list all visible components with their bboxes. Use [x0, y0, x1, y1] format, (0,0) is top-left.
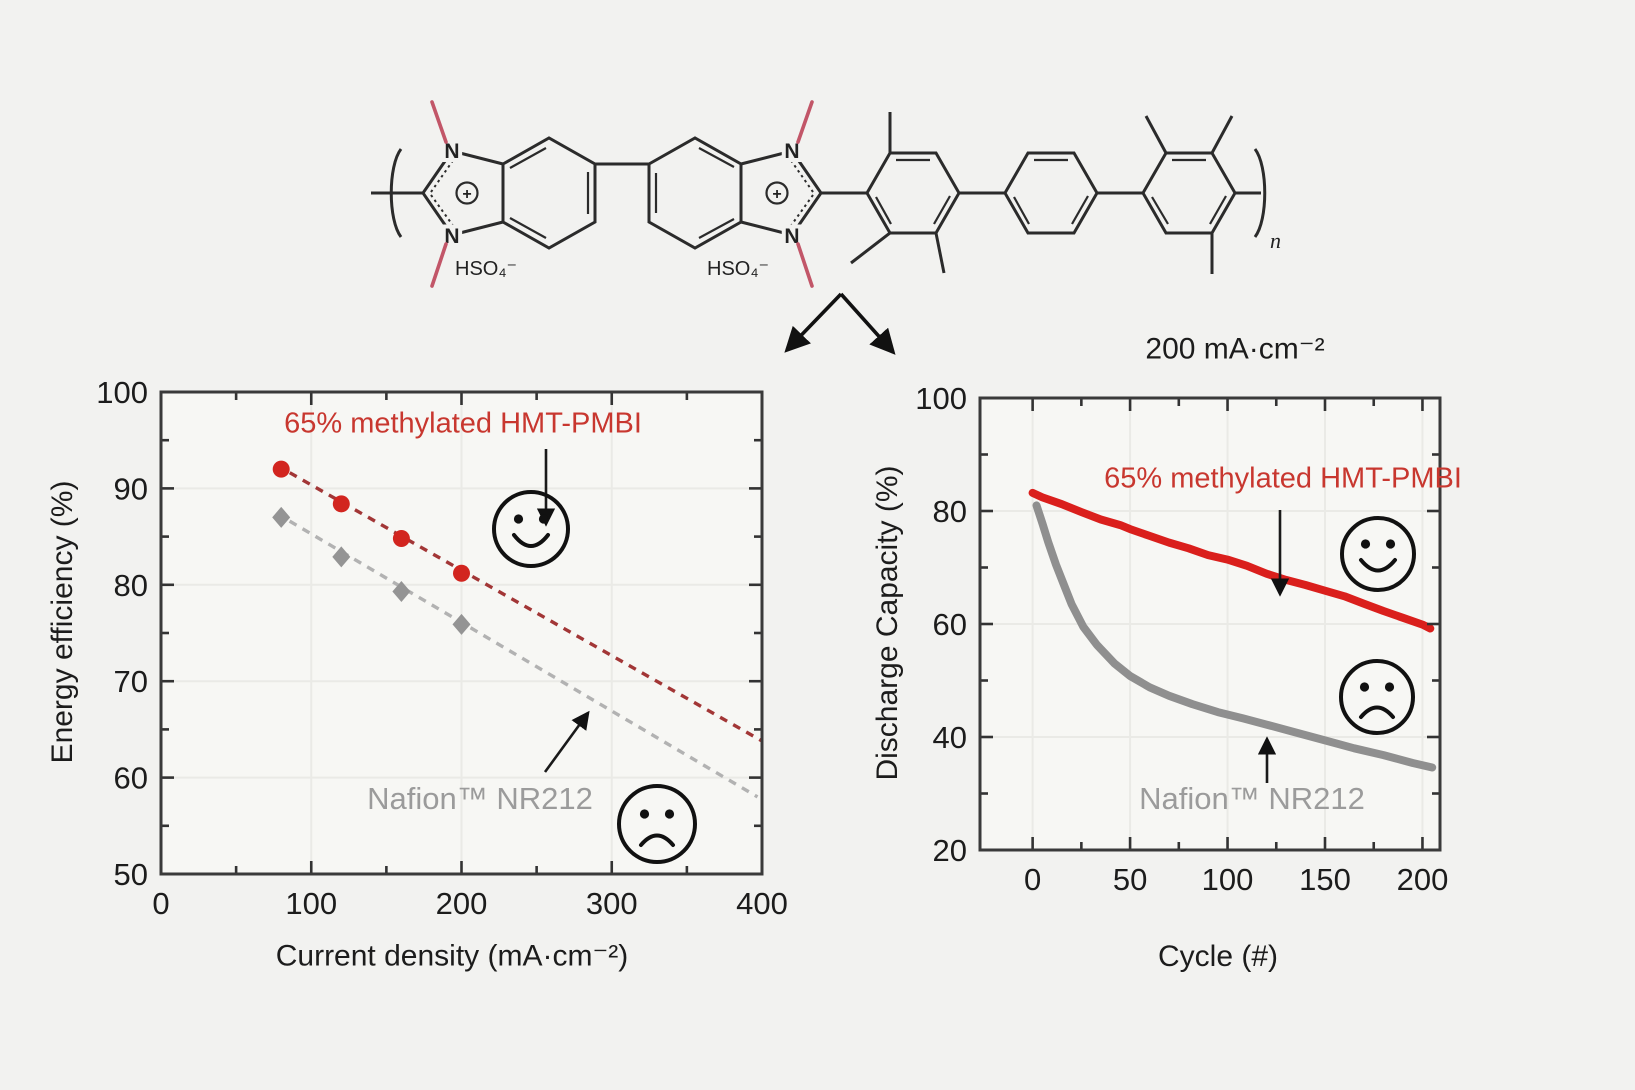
trend-line	[275, 463, 763, 743]
sad-face-icon	[617, 784, 697, 864]
methyl-bond	[934, 232, 946, 274]
counterion-label: HSO₄⁻	[455, 258, 517, 280]
y-tick-label: 50	[114, 857, 148, 892]
x-tick-label: 100	[285, 886, 337, 921]
right-chart-plot: 0 50 100 150 200 20 40 60 80 100	[915, 381, 1448, 897]
arrow-right-icon	[839, 292, 896, 355]
data-point	[272, 506, 291, 528]
polymer-structure: + N N HSO₄⁻ + N N HSO₄⁻	[371, 100, 1281, 288]
left-y-axis-title: Energy efficiency (%)	[46, 480, 79, 764]
data-point	[452, 613, 471, 635]
charge-plus: +	[462, 186, 471, 203]
data-point	[332, 546, 351, 568]
happy-face-icon	[492, 490, 570, 568]
x-tick-label: 300	[586, 886, 638, 921]
pointer-arrow-icon	[543, 710, 590, 773]
x-tick-label: 0	[1024, 862, 1041, 897]
counterion-label: HSO₄⁻	[707, 258, 769, 280]
y-tick-label: 60	[114, 761, 148, 796]
right-y-axis-title: Discharge Capacity (%)	[871, 465, 904, 781]
x-tick-label: 0	[152, 886, 169, 921]
right-chart-title: 200 mA·cm⁻²	[1145, 332, 1325, 366]
data-line	[1032, 501, 1437, 772]
y-tick-label: 40	[933, 720, 967, 755]
close-bracket	[1253, 148, 1267, 238]
data-point	[272, 460, 290, 478]
charge-plus: +	[772, 186, 781, 203]
data-point	[392, 530, 410, 548]
happy-face-icon	[1340, 516, 1416, 592]
data-point	[332, 495, 350, 513]
methyl-bond-red	[430, 242, 448, 288]
y-tick-label: 20	[933, 833, 967, 868]
data-point	[392, 581, 411, 603]
y-tick-label: 100	[96, 375, 148, 410]
x-tick-label: 100	[1202, 862, 1254, 897]
x-tick-label: 200	[436, 886, 488, 921]
x-tick-label: 400	[736, 886, 788, 921]
x-tick-label: 150	[1299, 862, 1351, 897]
right-series1-label: 65% methylated HMT-PMBI	[1104, 462, 1462, 495]
plot-frame	[159, 390, 764, 876]
plot-frame	[978, 396, 1442, 852]
left-x-axis-title: Current density (mA·cm⁻²)	[275, 939, 629, 973]
sad-face-icon	[1339, 659, 1415, 735]
y-tick-label: 90	[114, 471, 148, 506]
y-tick-label: 70	[114, 664, 148, 699]
y-tick-label: 60	[933, 607, 967, 642]
x-tick-label: 200	[1397, 862, 1449, 897]
left-series2-label: Nafion™ NR212	[367, 781, 593, 816]
y-tick-label: 80	[933, 494, 967, 529]
right-series2-label: Nafion™ NR212	[1139, 781, 1365, 816]
left-chart-plot: 0 100 200 300 400 50 60 70 80 90 100	[96, 375, 788, 921]
methyl-bond	[1144, 115, 1168, 154]
branch-arrows	[784, 292, 896, 355]
annotation-arrows	[536, 449, 1290, 783]
repeat-subscript: n	[1270, 228, 1281, 253]
methyl-bond	[1210, 115, 1234, 154]
charge-circle	[765, 181, 789, 205]
x-tick-label: 50	[1113, 862, 1147, 897]
y-tick-label: 80	[114, 568, 148, 603]
methyl-bond-red	[796, 100, 814, 144]
methyl-bond-red	[796, 242, 814, 288]
right-x-axis-title: Cycle (#)	[1157, 940, 1279, 973]
left-series1-label: 65% methylated HMT-PMBI	[284, 407, 642, 440]
trend-line	[275, 512, 759, 799]
data-line	[1028, 488, 1435, 633]
data-point	[453, 564, 470, 582]
y-tick-label: 100	[915, 381, 967, 416]
methyl-bond	[850, 231, 891, 265]
arrow-left-icon	[784, 292, 843, 353]
charge-circle	[455, 181, 479, 205]
methyl-bond-red	[430, 100, 448, 144]
